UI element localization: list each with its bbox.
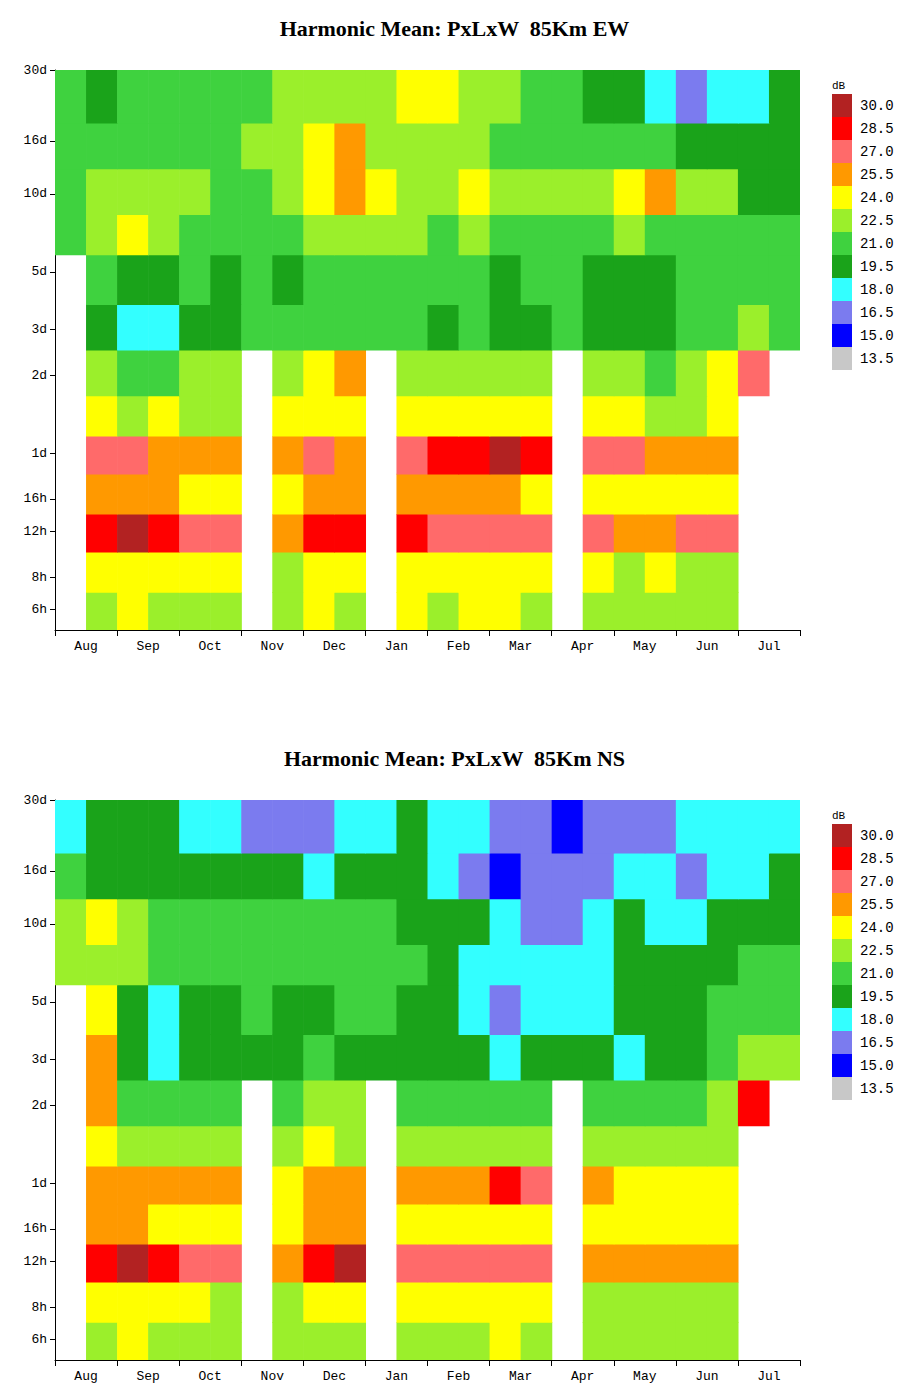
svg-text:Harmonic Mean: PxLxW 85Km EW: Harmonic Mean: PxLxW 85Km EW (280, 16, 630, 41)
svg-text:5d: 5d (31, 994, 47, 1009)
svg-text:Harmonic Mean: PxLxW 85Km NS: Harmonic Mean: PxLxW 85Km NS (284, 746, 625, 771)
svg-text:2d: 2d (31, 368, 47, 383)
svg-text:18.0: 18.0 (860, 1012, 894, 1028)
svg-text:15.0: 15.0 (860, 1058, 894, 1074)
svg-text:3d: 3d (31, 322, 47, 337)
svg-text:May: May (633, 1369, 657, 1384)
svg-text:24.0: 24.0 (860, 920, 894, 936)
svg-text:6h: 6h (31, 602, 47, 617)
svg-text:19.5: 19.5 (860, 989, 894, 1005)
svg-text:16d: 16d (24, 133, 47, 148)
svg-text:21.0: 21.0 (860, 236, 894, 252)
svg-text:30d: 30d (24, 63, 47, 78)
svg-text:16d: 16d (24, 863, 47, 878)
svg-text:22.5: 22.5 (860, 213, 894, 229)
svg-text:19.5: 19.5 (860, 259, 894, 275)
svg-text:Jun: Jun (695, 1369, 718, 1384)
svg-text:Feb: Feb (447, 639, 470, 654)
svg-text:6h: 6h (31, 1332, 47, 1347)
svg-text:Sep: Sep (136, 1369, 159, 1384)
svg-text:13.5: 13.5 (860, 1081, 894, 1097)
svg-text:Oct: Oct (199, 639, 222, 654)
svg-text:Mar: Mar (509, 1369, 532, 1384)
svg-text:12h: 12h (24, 1254, 47, 1269)
svg-text:18.0: 18.0 (860, 282, 894, 298)
svg-text:Dec: Dec (323, 1369, 346, 1384)
svg-text:21.0: 21.0 (860, 966, 894, 982)
svg-text:Apr: Apr (571, 639, 594, 654)
svg-text:22.5: 22.5 (860, 943, 894, 959)
svg-text:28.5: 28.5 (860, 851, 894, 867)
svg-text:dB: dB (832, 80, 846, 92)
svg-text:1d: 1d (31, 1176, 47, 1191)
svg-text:28.5: 28.5 (860, 121, 894, 137)
svg-text:Aug: Aug (74, 1369, 97, 1384)
svg-text:Aug: Aug (74, 639, 97, 654)
svg-text:8h: 8h (31, 570, 47, 585)
svg-text:15.0: 15.0 (860, 328, 894, 344)
svg-text:3d: 3d (31, 1052, 47, 1067)
svg-text:Nov: Nov (261, 1369, 285, 1384)
svg-text:Feb: Feb (447, 1369, 470, 1384)
svg-text:25.5: 25.5 (860, 897, 894, 913)
svg-text:1d: 1d (31, 446, 47, 461)
svg-text:5d: 5d (31, 264, 47, 279)
svg-text:dB: dB (832, 810, 846, 822)
svg-text:12h: 12h (24, 524, 47, 539)
svg-text:10d: 10d (24, 186, 47, 201)
svg-text:Oct: Oct (199, 1369, 222, 1384)
svg-text:30.0: 30.0 (860, 98, 894, 114)
svg-text:10d: 10d (24, 916, 47, 931)
svg-text:Jul: Jul (757, 639, 781, 654)
svg-text:27.0: 27.0 (860, 144, 894, 160)
svg-text:30.0: 30.0 (860, 828, 894, 844)
svg-text:Jan: Jan (385, 1369, 408, 1384)
svg-text:8h: 8h (31, 1300, 47, 1315)
svg-text:16.5: 16.5 (860, 305, 894, 321)
svg-text:16h: 16h (24, 1221, 47, 1236)
svg-text:May: May (633, 639, 657, 654)
svg-text:25.5: 25.5 (860, 167, 894, 183)
svg-text:Nov: Nov (261, 639, 285, 654)
svg-text:16.5: 16.5 (860, 1035, 894, 1051)
svg-text:Jan: Jan (385, 639, 408, 654)
svg-text:2d: 2d (31, 1098, 47, 1113)
svg-text:Jul: Jul (757, 1369, 781, 1384)
svg-text:27.0: 27.0 (860, 874, 894, 890)
svg-text:16h: 16h (24, 491, 47, 506)
svg-text:Sep: Sep (136, 639, 159, 654)
svg-text:13.5: 13.5 (860, 351, 894, 367)
svg-text:30d: 30d (24, 793, 47, 808)
svg-text:Dec: Dec (323, 639, 346, 654)
svg-text:Apr: Apr (571, 1369, 594, 1384)
svg-text:Jun: Jun (695, 639, 718, 654)
svg-text:Mar: Mar (509, 639, 532, 654)
svg-text:24.0: 24.0 (860, 190, 894, 206)
